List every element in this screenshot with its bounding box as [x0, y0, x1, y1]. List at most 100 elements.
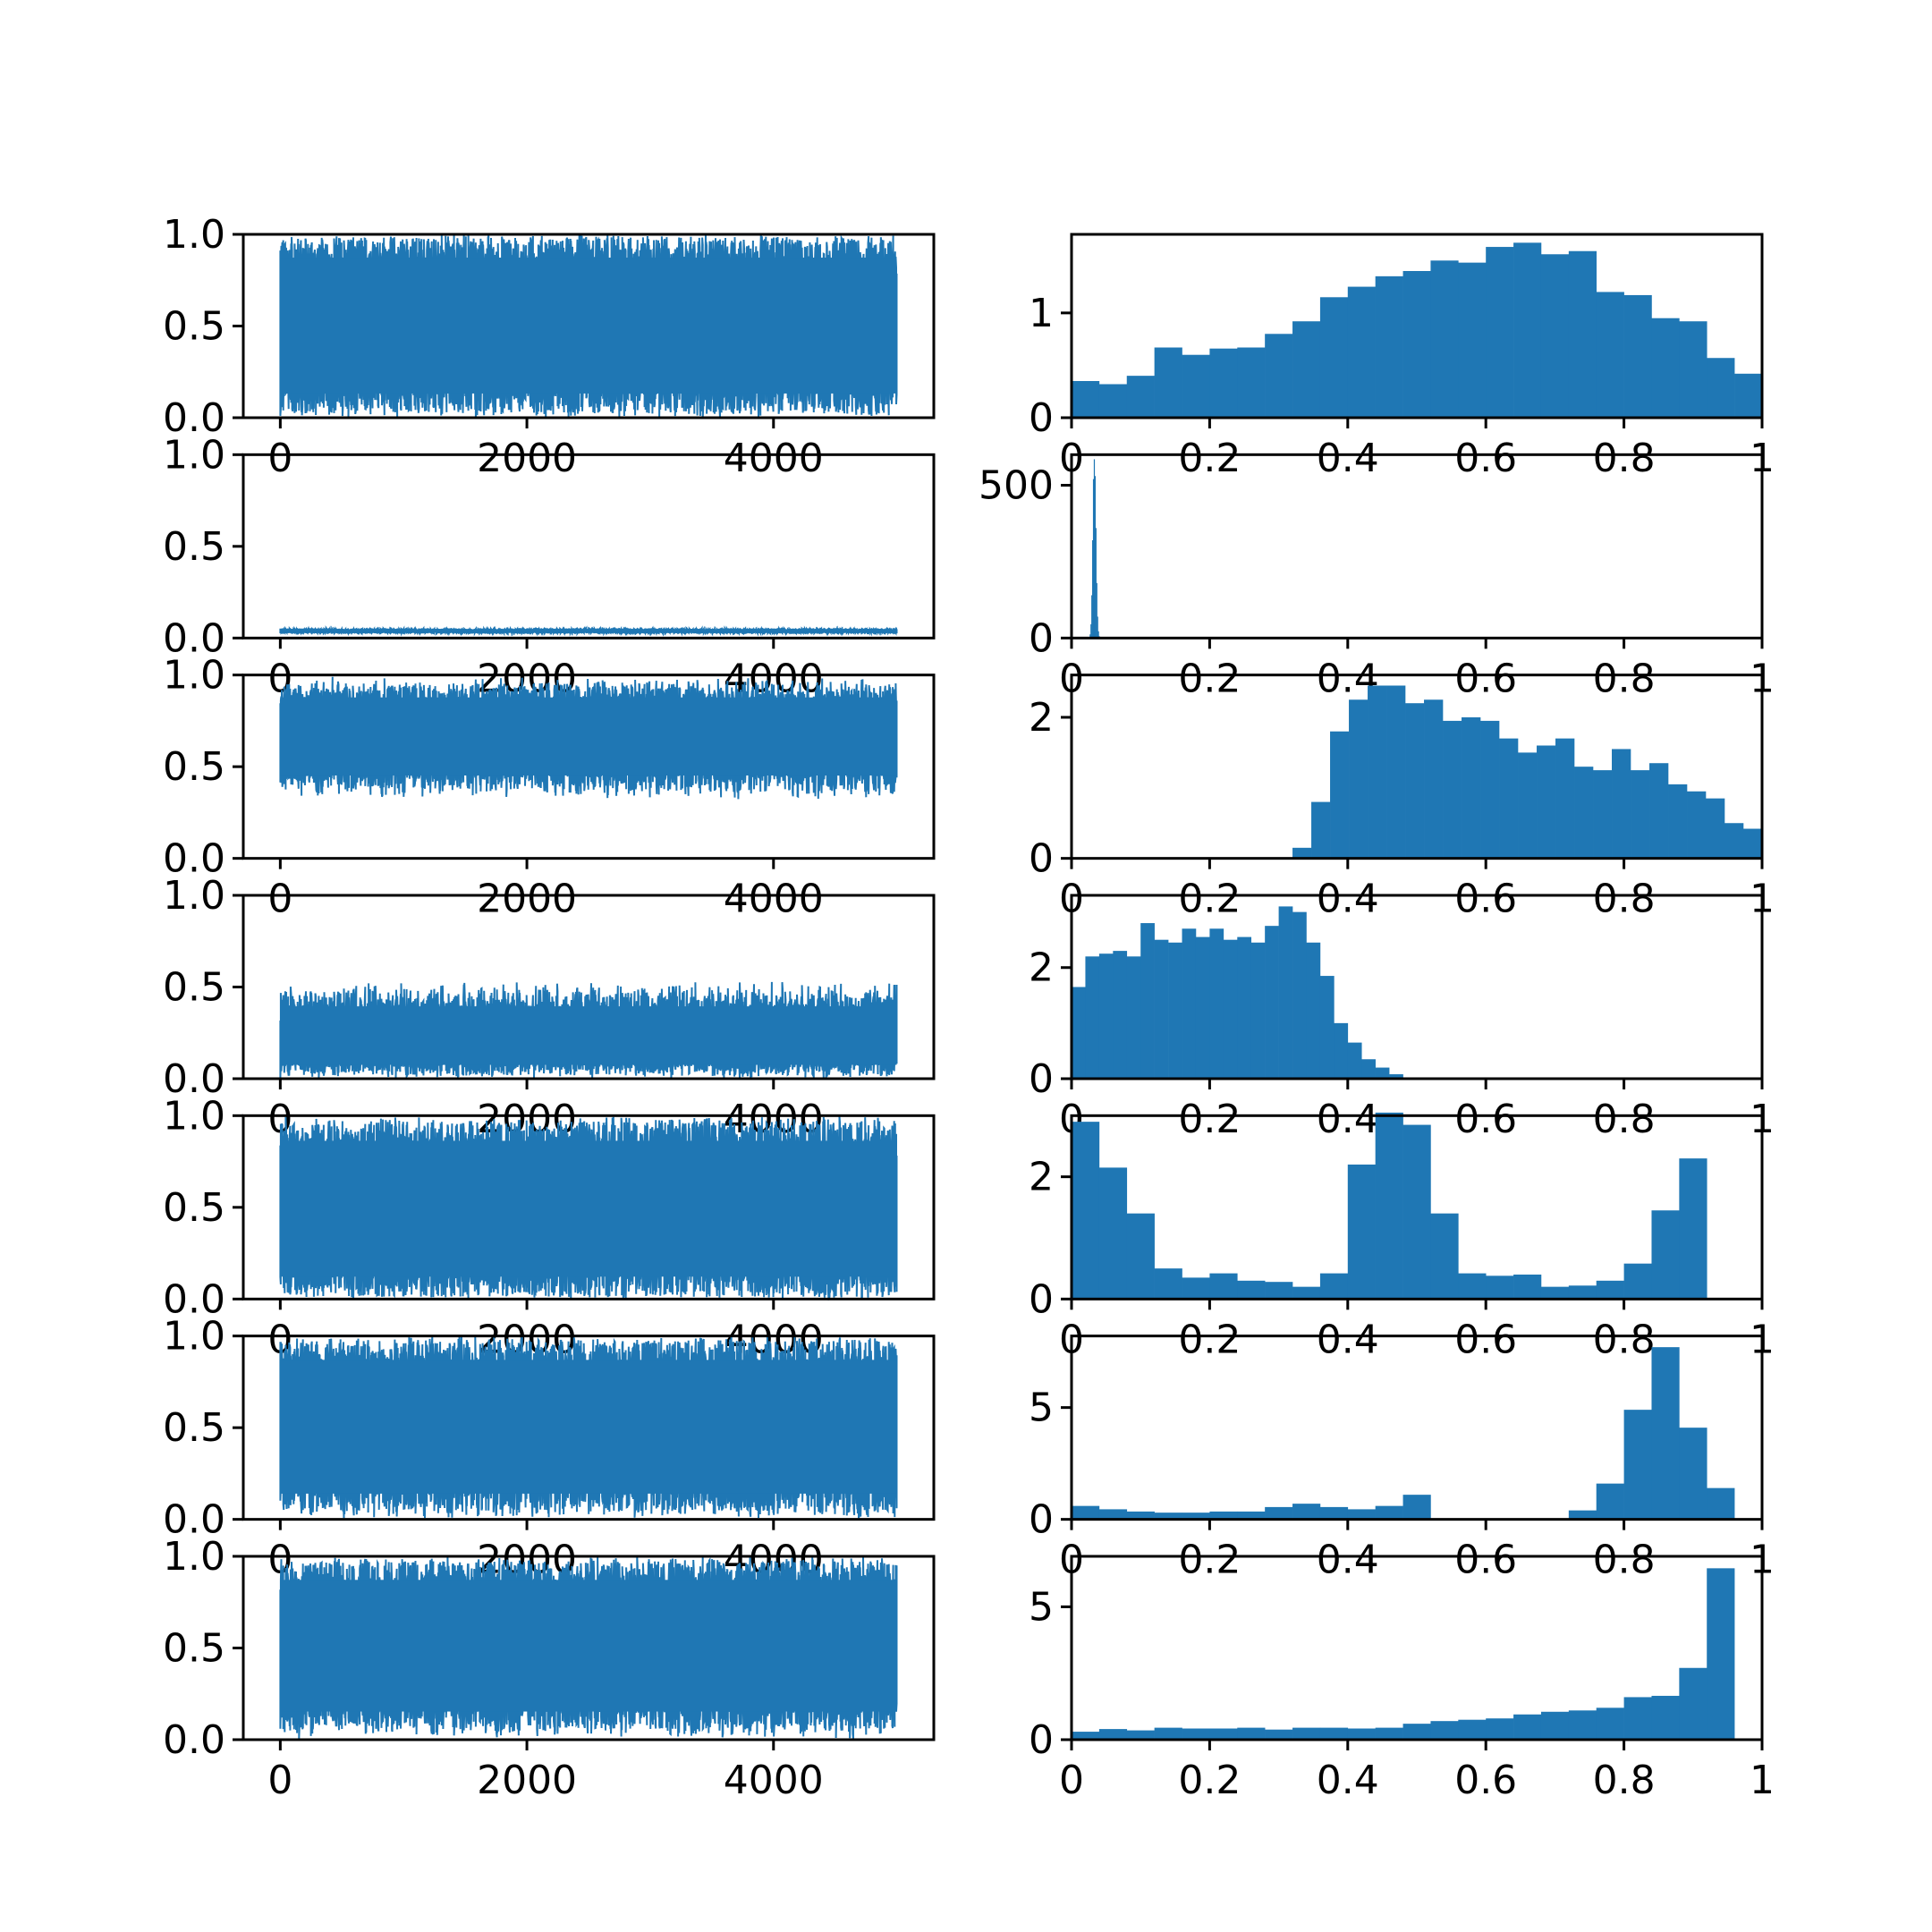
histogram-bar: [1668, 784, 1688, 859]
trace-density: [280, 1360, 897, 1494]
trace-plot-6: 0.0 0.5 1.0 0 2000 4000: [163, 1534, 936, 1803]
x-tick-label: 0.8: [1593, 1097, 1656, 1142]
x-tick-label: 0.4: [1317, 1538, 1379, 1583]
axes-frame: [1070, 233, 1764, 419]
histogram-bar: [1182, 1728, 1210, 1740]
axes-frame: [1070, 1114, 1764, 1301]
histogram-bar: [1679, 1667, 1707, 1740]
histogram-bar: [1182, 1277, 1210, 1300]
x-tick-label: 0.4: [1317, 877, 1379, 922]
histogram-bar: [1237, 1511, 1266, 1520]
y-tick-label: 5: [1029, 1385, 1054, 1431]
histogram-bar: [1623, 294, 1652, 418]
histogram-bar: [1568, 1510, 1597, 1520]
y-tick-label: 0: [1029, 1276, 1054, 1322]
histogram-bar: [1593, 770, 1613, 859]
y-tick-label: 1.0: [163, 212, 225, 258]
x-tick-label: 0.4: [1317, 1317, 1379, 1362]
x-tick-label: 0.8: [1593, 1538, 1656, 1583]
histogram-bar: [1098, 384, 1128, 418]
histogram-bar: [1596, 292, 1624, 418]
histogram-bar: [1480, 720, 1500, 859]
x-tick-label: 0.2: [1178, 1538, 1241, 1583]
x-tick-label: 2000: [477, 1758, 577, 1803]
histogram-bar: [1631, 770, 1650, 859]
histogram-bar: [1250, 942, 1266, 1079]
histogram-bar: [1405, 703, 1425, 859]
y-tick-label: 2: [1029, 945, 1054, 991]
histogram-bar: [1375, 1505, 1403, 1520]
histogram-bar: [1347, 1164, 1376, 1300]
histogram-bar: [1093, 459, 1096, 639]
histogram-bar: [1098, 1509, 1128, 1520]
histogram-bar: [1209, 1273, 1238, 1300]
histogram-bar: [1347, 1728, 1376, 1740]
histogram-bar: [1092, 479, 1095, 639]
histogram-bar: [1462, 716, 1481, 859]
histogram-bar: [1154, 1513, 1182, 1520]
axes-frame: [242, 453, 936, 640]
histogram-bar: [1568, 1285, 1597, 1300]
x-tick-label: 0.4: [1317, 1097, 1379, 1142]
y-tick-label: 0.0: [163, 1276, 225, 1322]
trace-density: [280, 1006, 897, 1065]
histogram-bar: [1349, 699, 1368, 859]
histogram-bar: [1499, 738, 1519, 859]
histogram-bar: [1265, 1506, 1293, 1520]
y-tick-label: 0: [1029, 836, 1054, 882]
histogram-bar: [1319, 976, 1335, 1079]
histogram-bar: [1126, 376, 1155, 418]
y-tick-label: 0.5: [163, 1625, 225, 1671]
y-tick-label: 0.5: [163, 524, 225, 570]
x-tick-label: 0.6: [1454, 1538, 1517, 1583]
histogram-bar: [1265, 1282, 1293, 1300]
histogram-bar: [1319, 1506, 1349, 1520]
histogram-bar: [1596, 1280, 1624, 1300]
histogram-bar: [1126, 1511, 1155, 1520]
histogram-bar: [1596, 1707, 1624, 1740]
histogram-6: 0 5 0 0.2 0.4 0.6 0.8 1: [1029, 1555, 1775, 1803]
histogram-bar: [1574, 767, 1594, 859]
histogram-bar: [1651, 1347, 1680, 1520]
x-tick-label: 0.2: [1178, 1758, 1241, 1803]
histogram-bar: [1237, 936, 1252, 1079]
histogram-bar: [1596, 1483, 1624, 1520]
histogram-bar: [1734, 373, 1763, 418]
histogram-bar: [1265, 334, 1293, 418]
histogram-bar: [1402, 271, 1431, 418]
axes-frame: [1070, 453, 1764, 640]
histogram-bar: [1443, 720, 1462, 859]
histogram-bar: [1209, 1511, 1238, 1520]
histogram-bar: [1182, 928, 1197, 1079]
y-tick-label: 1.0: [163, 1314, 225, 1360]
histogram-bar: [1094, 476, 1097, 639]
y-tick-label: 1.0: [163, 432, 225, 478]
histogram-bar: [1330, 731, 1350, 859]
trace-plot-0: 0.0 0.5 1.0 0 2000 4000: [163, 212, 936, 481]
histogram-bar: [1375, 1067, 1390, 1079]
histogram-bar: [1292, 1286, 1321, 1300]
histogram-bar: [1430, 1213, 1459, 1300]
histogram-bar: [1743, 828, 1763, 859]
histogram-bar: [1430, 260, 1459, 418]
y-tick-label: 0.5: [163, 964, 225, 1010]
histogram-bar: [1154, 347, 1182, 418]
histogram-bar: [1612, 749, 1631, 859]
trace-density: [280, 1140, 897, 1277]
y-tick-label: 500: [979, 462, 1054, 508]
histogram-bar: [1223, 939, 1238, 1079]
histogram-bar: [1486, 247, 1514, 418]
histogram-bar: [1651, 1210, 1680, 1300]
trace-density: [280, 1580, 897, 1712]
histogram-bar: [1706, 798, 1725, 859]
y-tick-label: 0.5: [163, 744, 225, 790]
x-tick-label: 1: [1750, 1758, 1775, 1803]
x-tick-label: 0.6: [1454, 877, 1517, 922]
histogram-bar: [1568, 1710, 1597, 1740]
histogram-bar: [1687, 791, 1707, 859]
histogram-bar: [1085, 956, 1100, 1079]
histogram-bar: [1306, 942, 1321, 1079]
histogram-bar: [1092, 540, 1094, 639]
y-tick-label: 5: [1029, 1584, 1054, 1630]
histogram-bar: [1568, 250, 1597, 418]
